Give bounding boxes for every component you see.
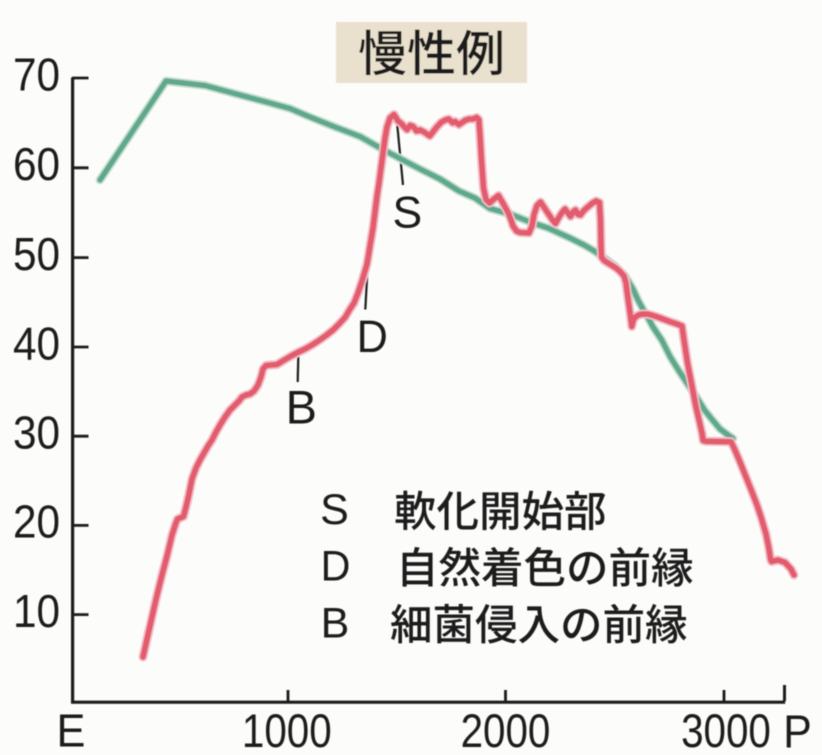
svg-text:50: 50 [13,229,60,280]
svg-text:70: 70 [13,50,60,101]
svg-text:30: 30 [13,408,60,459]
svg-text:3000: 3000 [681,705,771,755]
svg-text:B: B [286,380,317,433]
svg-text:1000: 1000 [242,705,332,755]
svg-text:40: 40 [13,319,60,370]
svg-text:E: E [57,704,86,755]
svg-text:S: S [320,486,349,534]
svg-text:B: B [321,599,350,647]
svg-text:20: 20 [13,497,60,548]
svg-text:10: 10 [13,586,60,637]
svg-text:D: D [321,542,351,590]
svg-text:D: D [357,312,388,362]
svg-text:P: P [783,707,812,755]
svg-text:2000: 2000 [461,705,551,755]
svg-text:S: S [392,188,422,237]
svg-text:60: 60 [13,140,60,191]
